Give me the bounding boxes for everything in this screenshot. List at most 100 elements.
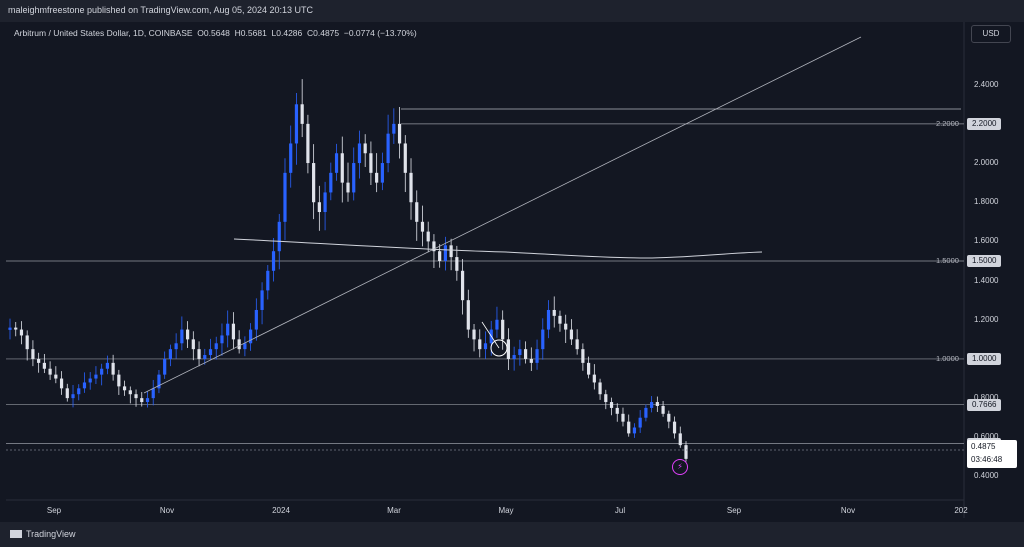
candle-body [512,355,516,359]
last-price-countdown: 03:46:48 [971,455,1003,464]
time-tick: 202 [954,506,968,515]
currency-button[interactable]: USD [971,25,1011,43]
candle-body [277,221,281,252]
candle-body [249,329,253,344]
candle-body [14,327,18,330]
candle-body [300,104,304,124]
candle-body [443,245,447,261]
candle-body [420,221,425,232]
candle-body [82,382,87,389]
candle-body [535,349,539,363]
candle-body [587,362,591,375]
candle-body [403,143,407,173]
candle-body [145,398,150,403]
level-pill: 0.7666 [967,398,1002,411]
level-label: 1.0000 [936,353,959,363]
candle-body [163,358,167,375]
candle-body [632,427,637,434]
time-tick: Nov [159,506,175,515]
candle-body [157,374,161,389]
candle-body [260,290,264,310]
candle-body [661,405,665,414]
candle-body [340,153,344,183]
publisher-line: maleighmfreestone published on TradingVi… [8,5,314,15]
candle-body [684,445,688,459]
brand-label: TradingView [26,529,76,539]
chart-svg[interactable] [6,22,1018,518]
candle-body [506,339,511,359]
candle-body [541,329,545,350]
candle-body [243,343,247,350]
candle-body [558,315,562,324]
candle-body [334,153,339,173]
legend-open: O0.5648 [197,28,230,38]
candle-body [460,270,465,301]
candle-body [88,378,92,383]
time-tick: May [498,506,514,515]
candle-body [197,349,201,359]
candle-body [174,343,178,350]
candle-body [592,374,596,383]
price-tick: 1.8000 [974,197,999,207]
candle-body [478,339,482,350]
candle-body [650,402,654,408]
candle-body [501,319,505,340]
trendline-curved [233,238,763,259]
candle-body [615,407,619,414]
candle-body [438,251,442,261]
last-price-value: 0.4875 [971,442,996,451]
candle-body [214,343,218,350]
candle-body [294,104,299,144]
candle-body [495,319,499,330]
candles [8,79,688,462]
footer-bar: TradingView [0,522,1024,547]
candle-body [71,394,75,399]
time-tick: Jul [614,506,626,515]
candle-body [518,349,522,356]
candle-body [609,402,614,408]
candle-body [678,433,682,446]
candle-body [59,378,64,389]
candle-body [283,172,287,222]
price-tick: 2.4000 [974,79,999,89]
trendline-ascending [143,36,862,394]
candle-body [226,323,230,336]
candle-body [94,374,98,379]
last-price-box: 0.4875 03:46:48 [967,440,1017,468]
candle-body [203,355,207,359]
candle-body [569,329,574,340]
candle-body [306,123,310,164]
candle-body [380,163,384,183]
time-tick: Nov [840,506,856,515]
time-tick: Mar [387,506,401,515]
candle-body [317,202,321,213]
candle-body [329,172,333,193]
tradingview-logo[interactable]: TradingView [10,529,76,539]
candle-body [77,388,81,395]
candle-body [409,172,413,203]
candle-body [523,349,528,359]
candle-body [604,394,608,403]
candle-body [472,329,476,340]
candle-body [323,192,327,213]
pattern-line [481,321,500,349]
time-tick: Sep [726,506,742,515]
price-tick: 1.2000 [974,314,999,324]
time-tick: Sep [46,506,62,515]
chart-area[interactable]: Arbitrum / United States Dollar, 1D, COI… [6,22,1018,518]
flash-icon[interactable]: ⚡ [672,459,688,475]
candle-body [352,163,356,193]
candle-body [392,123,396,134]
horizontal-levels [6,123,964,444]
top-bar: maleighmfreestone published on TradingVi… [0,0,1024,22]
candle-body [31,349,35,359]
candle-body [220,335,224,344]
candle-body [37,358,41,363]
candle-body [552,309,556,316]
candle-body [375,172,379,183]
legend-low: L0.4286 [271,28,303,38]
candle-body [598,382,602,395]
candle-body [581,349,585,363]
level-pill: 1.0000 [967,352,1002,365]
candle-body [455,257,459,271]
